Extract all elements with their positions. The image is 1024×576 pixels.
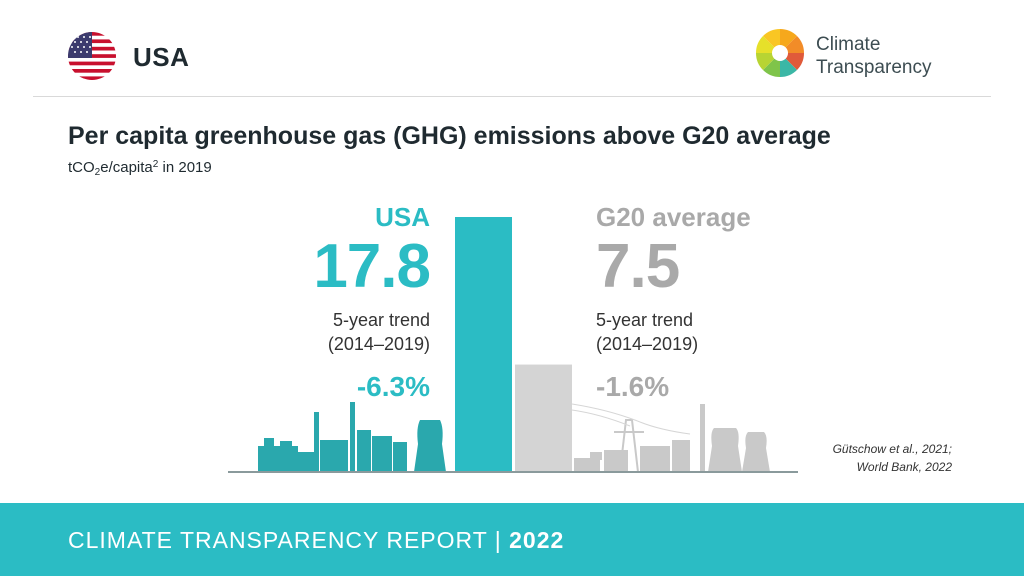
chart-title: Per capita greenhouse gas (GHG) emission… xyxy=(68,122,831,150)
us-flag-icon xyxy=(68,32,116,80)
country-name: USA xyxy=(133,42,190,72)
bar-group xyxy=(455,217,572,472)
bar-g20-average xyxy=(515,364,572,472)
g20-series-name: G20 average xyxy=(596,202,751,232)
g20-label-block: G20 average 7.5 5-year trend (2014–2019)… xyxy=(596,200,816,404)
climate-transparency-logo-icon xyxy=(755,28,805,78)
footer: CLIMATE TRANSPARENCY REPORT | 2022 xyxy=(0,503,1024,576)
usa-label-block: USA 17.8 5-year trend (2014–2019) -6.3% xyxy=(250,200,431,404)
chart-subtitle: tCO2e/capita2 in 2019 xyxy=(68,159,212,178)
usa-series-name: USA xyxy=(375,202,430,232)
logo-text: Climate Transparency xyxy=(816,33,931,79)
g20-trend-label: 5-year trend xyxy=(596,310,694,330)
g20-trend-value: -1.6% xyxy=(596,371,670,402)
footer-title: CLIMATE TRANSPARENCY REPORT | 2022 xyxy=(68,527,564,554)
usa-value-label: 17.8 xyxy=(313,232,431,301)
source-line2: World Bank, 2022 xyxy=(856,460,952,474)
usa-trend-period: (2014–2019) xyxy=(327,334,430,354)
footer-report-title: CLIMATE TRANSPARENCY REPORT | xyxy=(68,527,510,553)
source-note: Gütschow et al., 2021; World Bank, 2022 xyxy=(833,440,952,476)
g20-trend-period: (2014–2019) xyxy=(596,334,699,354)
footer-year: 2022 xyxy=(509,527,565,553)
g20-value-label: 7.5 xyxy=(596,232,680,301)
logo-text-line2: Transparency xyxy=(816,57,932,78)
header-divider xyxy=(33,96,991,97)
usa-trend-value: -6.3% xyxy=(356,371,430,402)
industrial-skyline-left-icon xyxy=(258,402,446,472)
header: USA Climate Transparency xyxy=(0,0,1024,96)
logo-text-line1: Climate xyxy=(816,34,881,55)
industrial-skyline-right-icon xyxy=(571,403,770,473)
source-line1: Gütschow et al., 2021; xyxy=(832,442,952,456)
bar-usa xyxy=(455,217,512,472)
usa-trend-label: 5-year trend xyxy=(332,310,430,330)
